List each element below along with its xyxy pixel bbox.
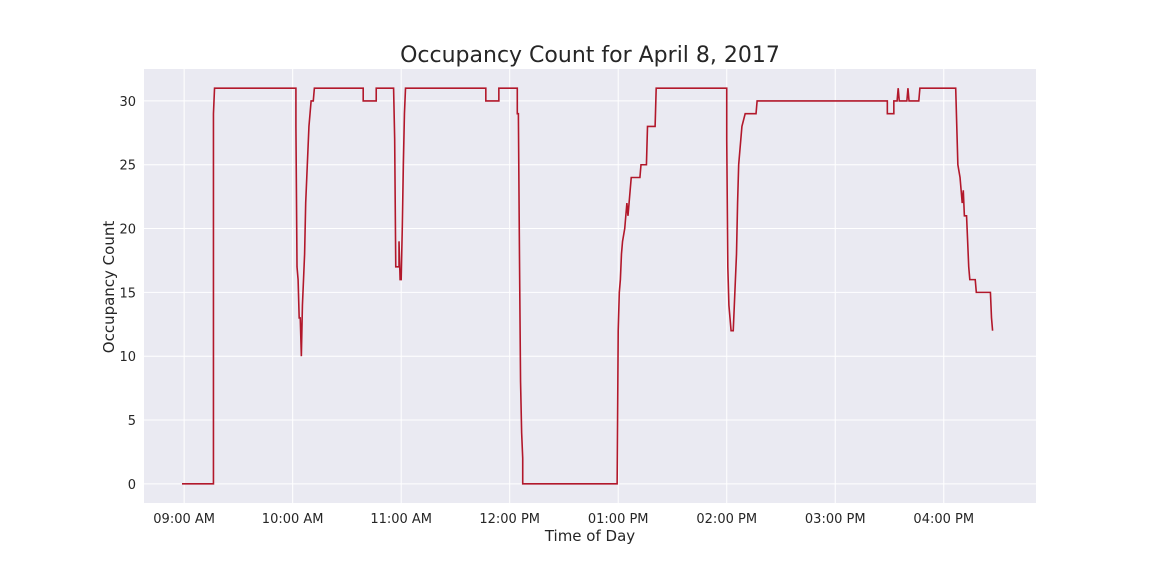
x-tick-label: 09:00 AM [153,512,215,527]
plot-area [144,69,1036,503]
y-tick-label: 25 [119,159,136,174]
grid-lines [144,69,1036,503]
data-series [181,87,994,485]
y-tick-label: 20 [119,223,136,238]
chart-title: Occupancy Count for April 8, 2017 [400,43,780,68]
y-axis-label: Occupancy Count [100,221,118,354]
x-tick-label: 02:00 PM [696,512,757,527]
y-tick-label: 15 [119,286,136,301]
y-tick-label: 5 [128,414,136,429]
y-tick-label: 10 [119,350,136,365]
y-tick-label: 0 [128,478,136,493]
tick-labels: 0 5 10 15 20 25 30 09:00 AM 10:00 AM 11:00 AM 12:0… [119,95,974,527]
x-tick-label: 12:00 PM [479,512,540,527]
occupancy-series-line [181,87,994,485]
x-tick-label: 11:00 AM [370,512,432,527]
x-tick-label: 03:00 PM [805,512,866,527]
x-tick-label: 04:00 PM [913,512,974,527]
x-tick-label: 01:00 PM [588,512,649,527]
y-tick-label: 30 [119,95,136,110]
x-axis-label: Time of Day [544,527,635,545]
x-tick-label: 10:00 AM [262,512,324,527]
